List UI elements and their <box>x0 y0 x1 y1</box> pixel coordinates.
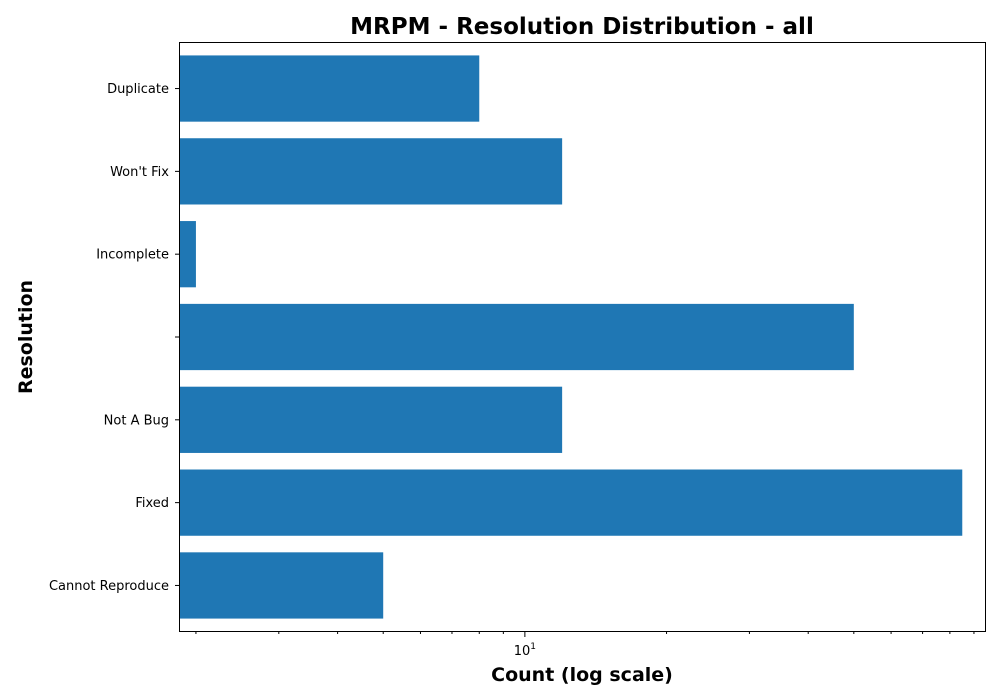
x-axis-ticks: 101 <box>195 631 975 659</box>
bar-not-a-bug <box>180 386 563 453</box>
bar-incomplete <box>180 221 196 288</box>
y-axis-ticks: Cannot Reproduce Fixed Not A Bug Incomplete… <box>49 82 180 594</box>
x-axis-label: Count (log scale) <box>491 664 673 686</box>
bar-duplicate <box>180 55 480 122</box>
y-tick-label: Not A Bug <box>104 413 169 428</box>
y-tick-label: Fixed <box>135 496 169 511</box>
plot-frame <box>179 42 986 632</box>
y-tick-label: Incomplete <box>96 248 169 263</box>
bars <box>180 55 963 619</box>
y-tick-label: Won't Fix <box>110 165 169 180</box>
y-axis-label: Resolution <box>15 280 37 394</box>
bar-blank <box>180 303 854 371</box>
y-tick-label: Cannot Reproduce <box>49 579 169 594</box>
bar-fixed <box>180 469 963 536</box>
chart-title: MRPM - Resolution Distribution - all <box>350 14 814 40</box>
bar-cannot-reproduce <box>180 552 384 619</box>
y-tick-label: Duplicate <box>107 82 169 97</box>
bar-won-t-fix <box>180 138 563 205</box>
x-tick-label: 101 <box>514 642 536 659</box>
